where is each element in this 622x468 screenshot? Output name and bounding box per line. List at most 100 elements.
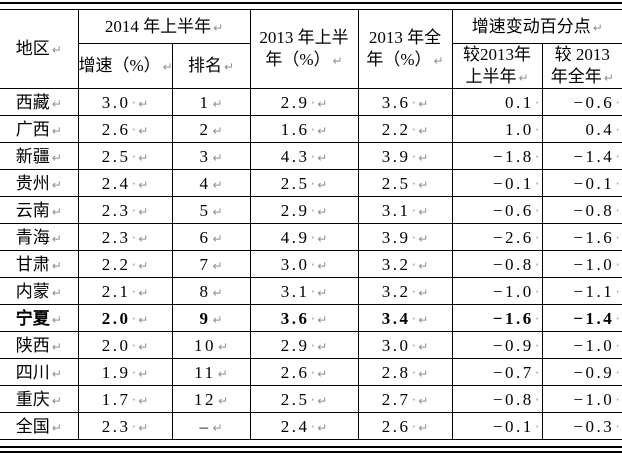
region-label: 西藏 [15, 92, 50, 112]
paragraph-mark-icon: ↵ [317, 150, 328, 165]
space-mark-icon: · [534, 93, 540, 112]
bottom-double-rule [0, 446, 622, 454]
space-mark-icon: · [411, 228, 417, 247]
space-mark-icon: · [534, 120, 540, 139]
vs-full-cell: −1.0· [541, 250, 622, 279]
paragraph-mark-icon: ↵ [138, 204, 149, 219]
table-row: 贵州 ↵ 2.4· ↵ 4 ↵ 2.5· ↵ 2.5· ↵ −0.1· −0.1· [0, 169, 622, 198]
table-row: 内蒙 ↵ 2.1· ↵ 8 ↵ 3.1· ↵ 3.2· ↵ −1.0· −1.1· [0, 277, 622, 306]
header-growth-label: 增速（%） [78, 56, 161, 76]
paragraph-mark-icon: ↵ [138, 339, 149, 354]
rank-cell: 7 ↵ [171, 250, 251, 279]
space-mark-icon: · [534, 309, 540, 328]
space-mark-icon: · [534, 363, 540, 382]
vs-full-cell: −1.4· [541, 304, 622, 333]
region-cell: 广西 ↵ [0, 115, 79, 144]
rank-cell: 4 ↵ [171, 169, 251, 198]
table-row: 云南 ↵ 2.3· ↵ 5 ↵ 2.9· ↵ 3.1· ↵ −0.6· −0.8· [0, 196, 622, 225]
vs-full-cell: −1.4· [541, 142, 622, 171]
region-cell: 宁夏 ↵ [0, 304, 79, 333]
paragraph-mark-icon: ↵ [138, 312, 149, 327]
vs-full-cell: −1.6· [541, 223, 622, 252]
paragraph-mark-icon: ↵ [162, 60, 172, 75]
space-mark-icon: · [131, 390, 137, 409]
paragraph-mark-icon: ↵ [317, 339, 328, 354]
region-cell: 新疆 ↵ [0, 142, 79, 171]
paragraph-mark-icon: ↵ [317, 285, 328, 300]
paragraph-mark-icon: ↵ [418, 285, 429, 300]
space-mark-icon: · [131, 228, 137, 247]
rank-cell: 2 ↵ [171, 115, 251, 144]
header-2013-full-year: 2013 年全年（%） ↵ [357, 8, 453, 90]
y2013-half-cell: 4.9· ↵ [249, 223, 359, 252]
y2013-full-cell: 2.7· ↵ [357, 385, 453, 414]
paragraph-mark-icon: ↵ [317, 231, 328, 246]
vs-half-cell: −0.9· [451, 331, 543, 360]
paragraph-mark-icon: ↵ [51, 393, 62, 408]
rank-cell: 3 ↵ [171, 142, 251, 171]
paragraph-mark-icon: ↵ [418, 366, 429, 381]
space-mark-icon: · [310, 282, 316, 301]
region-label: 新疆 [15, 146, 50, 166]
paragraph-mark-icon: ↵ [212, 285, 223, 300]
vs-full-cell: −0.1· [541, 169, 622, 198]
region-label: 青海 [15, 227, 50, 247]
paragraph-mark-icon: ↵ [138, 285, 149, 300]
region-label: 陕西 [15, 335, 50, 355]
space-mark-icon: · [411, 120, 417, 139]
paragraph-mark-icon: ↵ [212, 312, 223, 327]
space-mark-icon: · [310, 336, 316, 355]
vs-full-cell: −0.8· [541, 196, 622, 225]
space-mark-icon: · [131, 282, 137, 301]
rank-cell: – ↵ [171, 412, 251, 441]
space-mark-icon: · [411, 336, 417, 355]
space-mark-icon: · [615, 417, 620, 436]
paragraph-mark-icon: ↵ [138, 366, 149, 381]
growth-cell: 2.1· ↵ [77, 277, 173, 306]
table-header: 地区 ↵ 2014 年上半年 ↵ 2013 年上半年（%） ↵ 2013 年全年（%）… [0, 8, 622, 90]
space-mark-icon: · [615, 309, 620, 328]
table-row: 甘肃 ↵ 2.2· ↵ 7 ↵ 3.0· ↵ 3.2· ↵ −0.8· −1.0· [0, 250, 622, 279]
space-mark-icon: · [534, 174, 540, 193]
paragraph-mark-icon: ↵ [418, 339, 429, 354]
space-mark-icon: · [310, 417, 316, 436]
y2013-half-cell: 2.9· ↵ [249, 196, 359, 225]
region-cell: 甘肃 ↵ [0, 250, 79, 279]
growth-cell: 2.5· ↵ [77, 142, 173, 171]
paragraph-mark-icon: ↵ [212, 258, 223, 273]
vs-half-cell: −0.8· [451, 385, 543, 414]
paragraph-mark-icon: ↵ [51, 339, 62, 354]
paragraph-mark-icon: ↵ [212, 231, 223, 246]
y2013-full-cell: 3.0· ↵ [357, 331, 453, 360]
space-mark-icon: · [534, 390, 540, 409]
space-mark-icon: · [310, 201, 316, 220]
paragraph-mark-icon: ↵ [603, 71, 614, 86]
paragraph-mark-icon: ↵ [212, 123, 223, 138]
rank-cell: 8 ↵ [171, 277, 251, 306]
space-mark-icon: · [615, 255, 620, 274]
paragraph-mark-icon: ↵ [51, 258, 62, 273]
header-rank: 排名 ↵ [171, 42, 251, 90]
region-cell: 重庆 ↵ [0, 385, 79, 414]
space-mark-icon: · [534, 336, 540, 355]
region-cell: 贵州 ↵ [0, 169, 79, 198]
paragraph-mark-icon: ↵ [138, 150, 149, 165]
header-row-sub: 增速（%） ↵ 排名 ↵ 较2013年上半年 ↵ 较 2013 年全年 ↵ [0, 42, 622, 90]
y2013-full-cell: 2.5· ↵ [357, 169, 453, 198]
paragraph-mark-icon: ↵ [212, 420, 223, 435]
paragraph-mark-icon: ↵ [51, 204, 62, 219]
header-vs-half-label: 较2013年上半年 [463, 45, 531, 87]
paragraph-mark-icon: ↵ [138, 177, 149, 192]
growth-cell: 1.9· ↵ [77, 358, 173, 387]
region-cell: 陕西 ↵ [0, 331, 79, 360]
vs-half-cell: −2.6· [451, 223, 543, 252]
table-row: 广西 ↵ 2.6· ↵ 2 ↵ 1.6· ↵ 2.2· ↵ 1.0· 0.4· [0, 115, 622, 144]
paragraph-mark-icon: ↵ [317, 393, 328, 408]
header-2014-label: 2014 年上半年 [104, 16, 212, 36]
space-mark-icon: · [411, 363, 417, 382]
vs-full-cell: −0.9· [541, 358, 622, 387]
vs-half-cell: 0.1· [451, 88, 543, 117]
paragraph-mark-icon: ↵ [51, 177, 62, 192]
y2013-full-cell: 3.6· ↵ [357, 88, 453, 117]
